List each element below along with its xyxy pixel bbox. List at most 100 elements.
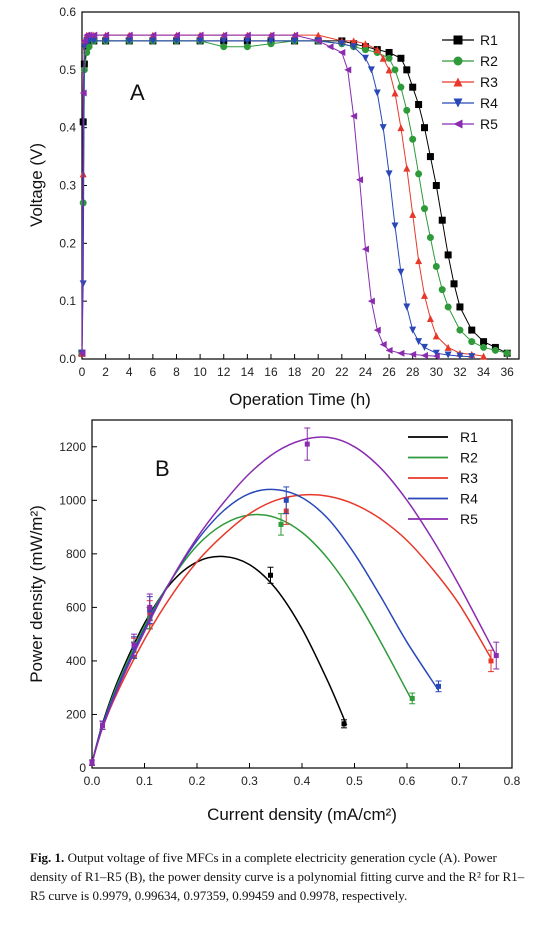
data-point-r4 [338,40,346,48]
data-point-r4 [373,89,381,97]
x-tick-label-a: 24 [359,365,373,379]
data-point-r3 [409,210,417,218]
series-line-r1 [81,40,508,354]
data-point-r1 [385,48,393,56]
data-point-r2 [409,135,417,143]
y-tick-label-b: 600 [66,600,86,614]
data-point-r2 [391,66,399,74]
data-point-r4 [432,349,440,357]
fit-curve-r4 [91,488,440,763]
x-tick-label-b: 0.5 [346,774,363,788]
data-point-r1 [450,280,458,288]
legend-label-a: R2 [480,53,498,69]
data-point-r4 [267,37,275,45]
fit-curve-r2 [91,513,413,763]
legend-label-b: R4 [460,491,478,507]
data-point-r3 [480,352,488,360]
legend-label-a: R3 [480,74,498,90]
series-line-r2 [81,40,508,354]
data-point-r5 [432,352,440,360]
data-point-r1 [421,124,429,132]
x-tick-label-a: 22 [335,365,349,379]
series-r5 [78,31,440,360]
y-tick-label-a: 0.4 [59,121,76,135]
data-point-r5 [373,326,381,334]
data-point-r3 [373,46,381,54]
series-r4 [78,37,476,361]
data-point-r4 [385,170,393,178]
series-r4 [89,486,442,766]
data-point-r4 [283,497,289,503]
data-point-r5 [90,31,98,39]
data-point-r2 [432,262,440,270]
data-point-r5 [338,48,346,56]
x-tick-label-a: 18 [288,365,302,379]
data-point-r2 [243,43,251,51]
panel-label-a: A [130,80,145,105]
x-tick-label-b: 0.0 [84,774,101,788]
data-point-r2 [385,54,393,62]
x-tick-label-a: 36 [501,365,515,379]
data-point-r3 [421,291,429,299]
data-point-r2 [83,48,91,56]
series-r5 [89,427,500,766]
data-point-r3 [385,66,393,74]
data-point-r4 [391,222,399,230]
series-r3 [89,493,494,766]
data-point-r1 [438,216,446,224]
y-tick-label-a: 0.3 [59,179,76,193]
x-tick-label-b: 0.6 [399,774,416,788]
x-tick-label-a: 26 [382,365,396,379]
data-point-r5 [356,176,364,184]
x-axis-label-a: Operation Time (h) [229,390,371,409]
x-tick-label-a: 34 [477,365,491,379]
data-point-r2 [468,338,476,346]
data-point-r2 [491,346,499,354]
data-point-r2 [421,205,429,213]
data-point-r1 [468,326,476,334]
y-tick-label-a: 0.1 [59,294,76,308]
data-point-r5 [493,653,499,659]
legend-label-a: R5 [480,116,498,132]
x-tick-label-b: 0.8 [504,774,521,788]
data-point-r2 [361,46,369,54]
x-tick-label-b: 0.1 [136,774,153,788]
plot-frame-a [81,11,520,360]
data-point-r4 [90,37,98,45]
y-tick-label-b: 0 [79,761,86,775]
x-tick-label-a: 16 [264,365,278,379]
data-point-r2 [397,83,405,91]
x-tick-label-a: 6 [150,365,157,379]
x-tick-label-b: 0.4 [294,774,311,788]
chart-power-density: 0.0 0.1 0.2 0.3 0.4 0.5 0.6 0.7 0.8 0 200 400 600 800… [27,419,521,824]
data-point-r4 [403,303,411,311]
y-tick-label-a: 0.5 [59,63,76,77]
y-tick-label-b: 800 [66,547,86,561]
series-group-a [78,31,511,361]
legend-label-b: R5 [460,511,478,527]
y-tick-label-b: 200 [66,707,86,721]
data-point-r2 [426,234,434,242]
data-point-r2 [85,43,93,51]
data-point-r5 [314,37,322,45]
data-point-r4 [172,37,180,45]
data-point-r4 [149,37,157,45]
legend-marker-a [453,77,463,87]
data-point-r4 [291,37,299,45]
data-point-r5 [80,37,88,45]
data-point-r4 [196,37,204,45]
x-tick-label-b: 0.2 [189,774,206,788]
x-tick-label-a: 10 [193,365,207,379]
y-tick-label-a: 0.6 [59,5,76,19]
chart-voltage: 0 2 4 6 8 10 12 14 16 18 20 22 24 26 28 30 32 34 360.00.10… [27,5,520,409]
x-axis-label-b: Current density (mA/cm²) [207,805,397,824]
y-tick-label-b: 400 [66,654,86,668]
data-point-r4 [220,37,228,45]
data-point-r4 [409,326,417,334]
caption-text: Output voltage of five MFCs in a complet… [30,850,525,903]
legend-marker-a [453,35,463,45]
x-tick-label-a: 32 [453,365,467,379]
data-point-r2 [403,106,411,114]
panel-label-b: B [155,456,170,481]
legend-marker-a [453,56,463,66]
